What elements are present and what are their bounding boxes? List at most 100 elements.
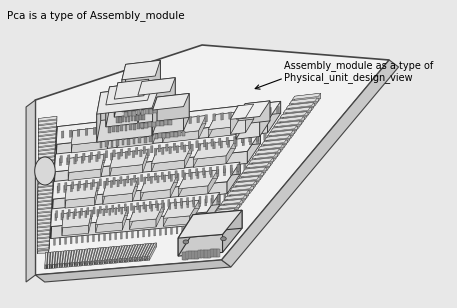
Polygon shape [38,142,55,147]
Polygon shape [165,228,167,235]
Polygon shape [129,207,135,229]
Polygon shape [38,197,52,204]
Polygon shape [67,183,98,194]
Polygon shape [141,174,177,192]
Polygon shape [37,230,50,237]
Polygon shape [149,243,151,248]
Polygon shape [128,148,130,155]
Polygon shape [215,209,235,213]
Polygon shape [38,168,54,175]
Polygon shape [236,104,245,139]
Polygon shape [133,179,138,201]
Polygon shape [255,152,277,159]
Polygon shape [276,107,279,114]
Polygon shape [37,226,50,232]
Polygon shape [38,146,55,153]
Polygon shape [73,126,111,139]
Polygon shape [148,256,149,261]
Polygon shape [107,247,112,264]
Polygon shape [114,246,119,263]
Polygon shape [38,172,53,178]
Polygon shape [264,133,266,140]
Polygon shape [213,142,215,149]
Polygon shape [102,247,106,264]
Polygon shape [102,247,108,260]
Polygon shape [168,172,170,179]
Polygon shape [318,93,321,101]
Polygon shape [155,60,160,108]
Polygon shape [112,246,117,263]
Polygon shape [113,150,115,157]
Polygon shape [71,131,73,153]
Polygon shape [51,252,53,256]
Polygon shape [110,82,154,109]
Polygon shape [38,209,51,215]
Polygon shape [37,244,49,250]
Polygon shape [38,175,53,180]
Polygon shape [124,111,128,117]
Polygon shape [236,101,270,119]
Polygon shape [230,104,254,119]
Polygon shape [125,245,133,258]
Polygon shape [51,209,52,239]
Polygon shape [157,120,159,127]
Polygon shape [133,206,135,213]
Polygon shape [311,103,314,111]
Polygon shape [100,247,106,260]
Polygon shape [193,197,195,204]
Polygon shape [63,251,64,268]
Polygon shape [100,248,104,264]
Polygon shape [93,248,95,253]
Polygon shape [143,150,148,172]
Ellipse shape [35,157,55,185]
Polygon shape [120,246,125,263]
Polygon shape [315,98,317,106]
Polygon shape [102,260,104,264]
Polygon shape [55,252,56,268]
Polygon shape [195,251,198,259]
Polygon shape [57,186,59,193]
Polygon shape [197,250,199,258]
Polygon shape [85,261,87,265]
Polygon shape [68,155,70,162]
Polygon shape [115,259,117,263]
Polygon shape [156,121,159,126]
Polygon shape [211,198,213,205]
Polygon shape [125,124,128,131]
Polygon shape [117,124,120,132]
Polygon shape [99,206,101,213]
Polygon shape [95,261,97,265]
Polygon shape [133,124,136,130]
Polygon shape [107,260,109,264]
Polygon shape [95,183,98,205]
Polygon shape [105,247,111,260]
Polygon shape [92,248,96,265]
Polygon shape [56,121,268,156]
Polygon shape [120,259,122,263]
Polygon shape [128,245,130,249]
Polygon shape [38,186,53,193]
Polygon shape [122,207,128,230]
Polygon shape [74,157,76,164]
Polygon shape [70,250,72,267]
Polygon shape [58,264,59,268]
Polygon shape [144,243,151,261]
Polygon shape [38,160,54,166]
Polygon shape [234,183,236,191]
Polygon shape [39,116,57,121]
Polygon shape [72,250,74,267]
Polygon shape [147,149,149,156]
Polygon shape [74,250,77,266]
Polygon shape [220,204,239,211]
Polygon shape [139,205,141,213]
Polygon shape [38,156,54,163]
Polygon shape [37,245,49,251]
Polygon shape [38,157,54,161]
Polygon shape [137,178,139,185]
Polygon shape [78,262,79,266]
Polygon shape [65,182,67,190]
Polygon shape [37,241,49,248]
Polygon shape [58,251,59,268]
Polygon shape [162,200,164,207]
Polygon shape [174,132,178,137]
